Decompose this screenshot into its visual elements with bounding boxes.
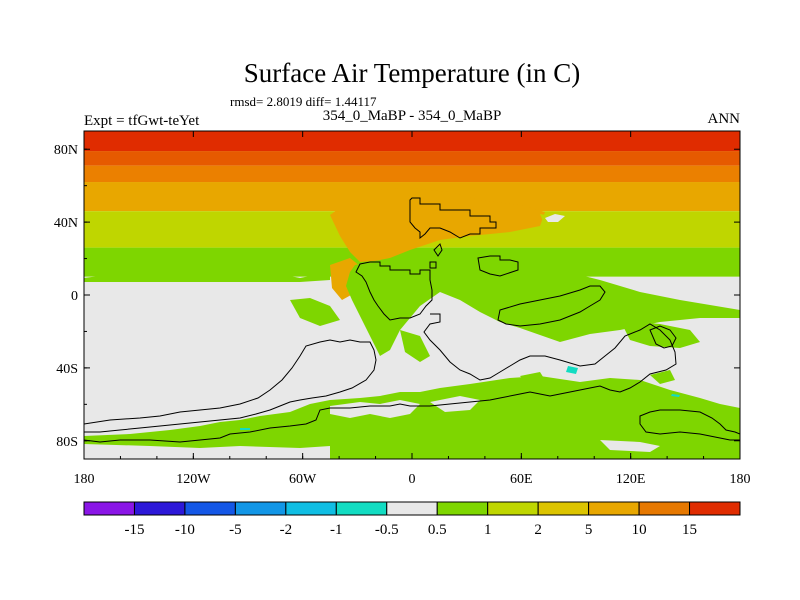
x-tick-label-5: 120E bbox=[616, 472, 646, 487]
y-tick-label-2: 0 bbox=[71, 289, 78, 304]
colorbar-swatch-2 bbox=[184, 501, 236, 516]
colorbar-label-9: 5 bbox=[585, 522, 593, 538]
colorbar-swatch-9 bbox=[537, 501, 590, 516]
x-tick-label-3: 0 bbox=[409, 472, 416, 487]
colorbar-label-3: -2 bbox=[280, 522, 293, 538]
map-subtitle: 354_0_MaBP - 354_0_MaBP bbox=[323, 108, 502, 124]
longitude-ticks: 180 120W 60W 0 60E 120E 180 bbox=[74, 131, 751, 487]
zonal-band-0 bbox=[84, 131, 740, 152]
zonal-band-1 bbox=[84, 151, 740, 166]
coastlines bbox=[84, 197, 740, 443]
latitude-ticks: 80N 40N 0 40S 80S bbox=[54, 143, 740, 450]
stats-line: rmsd= 2.8019 diff= 1.44117 bbox=[230, 94, 377, 109]
colorbar-label-8: 2 bbox=[534, 522, 542, 538]
colorbar-label-1: -10 bbox=[175, 522, 195, 538]
x-tick-label-4: 60E bbox=[510, 472, 533, 487]
y-tick-label-4: 80S bbox=[56, 435, 78, 450]
colorbar-label-6: 0.5 bbox=[428, 522, 447, 538]
colorbar-label-11: 15 bbox=[682, 522, 697, 538]
x-tick-label-2: 60W bbox=[289, 472, 317, 487]
colorbar-label-4: -1 bbox=[330, 522, 343, 538]
colorbar: -15 -10 -5 -2 -1 -0.5 0.5 1 2 5 10 15 bbox=[83, 501, 741, 538]
colorbar-label-7: 1 bbox=[484, 522, 492, 538]
colorbar-swatch-8 bbox=[487, 501, 539, 516]
colorbar-swatch-10 bbox=[588, 501, 640, 516]
colorbar-swatch-6 bbox=[386, 501, 438, 516]
x-tick-label-6: 180 bbox=[730, 472, 751, 487]
colorbar-label-0: -15 bbox=[124, 522, 144, 538]
colorbar-swatch-4 bbox=[285, 501, 337, 516]
colorbar-swatch-5 bbox=[335, 501, 388, 516]
colorbar-swatch-3 bbox=[234, 501, 287, 516]
x-tick-label-0: 180 bbox=[74, 472, 95, 487]
colorbar-swatch-0 bbox=[83, 501, 135, 516]
season-label: ANN bbox=[708, 111, 741, 127]
colorbar-swatch-11 bbox=[638, 501, 691, 516]
map-plot-area bbox=[84, 131, 740, 459]
colorbar-swatch-7 bbox=[436, 501, 489, 516]
colorbar-label-10: 10 bbox=[632, 522, 647, 538]
map-title: Surface Air Temperature (in C) bbox=[244, 58, 581, 88]
colorbar-swatch-1 bbox=[133, 501, 186, 516]
y-tick-label-0: 80N bbox=[54, 143, 78, 158]
colorbar-label-5: -0.5 bbox=[375, 522, 399, 538]
colorbar-label-2: -5 bbox=[229, 522, 242, 538]
experiment-label: Expt = tfGwt-teYet bbox=[84, 113, 200, 129]
x-tick-label-1: 120W bbox=[176, 472, 211, 487]
colorbar-swatch-12 bbox=[689, 501, 741, 516]
warm-anomaly-regions bbox=[84, 188, 740, 459]
y-tick-label-1: 40N bbox=[54, 216, 78, 231]
y-tick-label-3: 40S bbox=[56, 362, 78, 377]
zonal-band-2 bbox=[84, 165, 740, 183]
